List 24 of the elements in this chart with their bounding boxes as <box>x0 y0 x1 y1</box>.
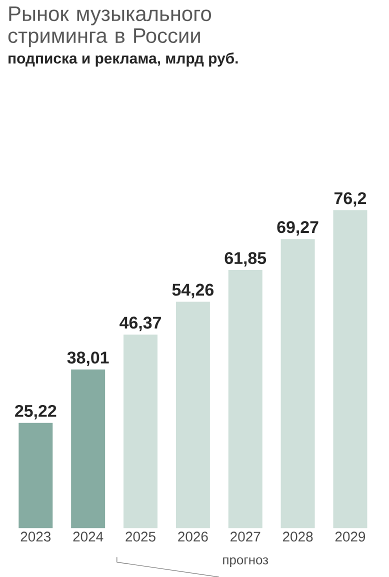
bar <box>333 210 368 528</box>
data-label: 69,27 <box>277 221 318 236</box>
x-tick-label: 2029 <box>335 532 366 542</box>
bar <box>124 334 158 528</box>
data-label: 25,22 <box>15 404 56 420</box>
x-tick-label: 2026 <box>178 532 208 542</box>
data-label: 76,2 <box>334 192 366 207</box>
data-label: 61,85 <box>224 252 266 267</box>
text: прогноз <box>223 557 268 567</box>
x-tick-label: 2024 <box>73 532 104 542</box>
x-tick-label: 2027 <box>230 532 260 542</box>
data-label: 46,37 <box>120 316 161 332</box>
x-tick-label: 2028 <box>282 532 313 542</box>
chart-subtitle: подписка и реклама, млрд руб. <box>8 52 238 67</box>
data-label: 54,26 <box>172 284 214 298</box>
bar <box>176 302 210 528</box>
bar <box>71 370 106 528</box>
chart-title: Рынок музыкального стриминга в России <box>8 6 212 48</box>
x-tick-label: 2023 <box>20 532 51 542</box>
data-label: 38,01 <box>67 352 109 366</box>
bar <box>280 239 315 528</box>
x-tick-label: 2025 <box>126 532 156 542</box>
bar <box>228 270 262 528</box>
bar <box>18 422 53 528</box>
